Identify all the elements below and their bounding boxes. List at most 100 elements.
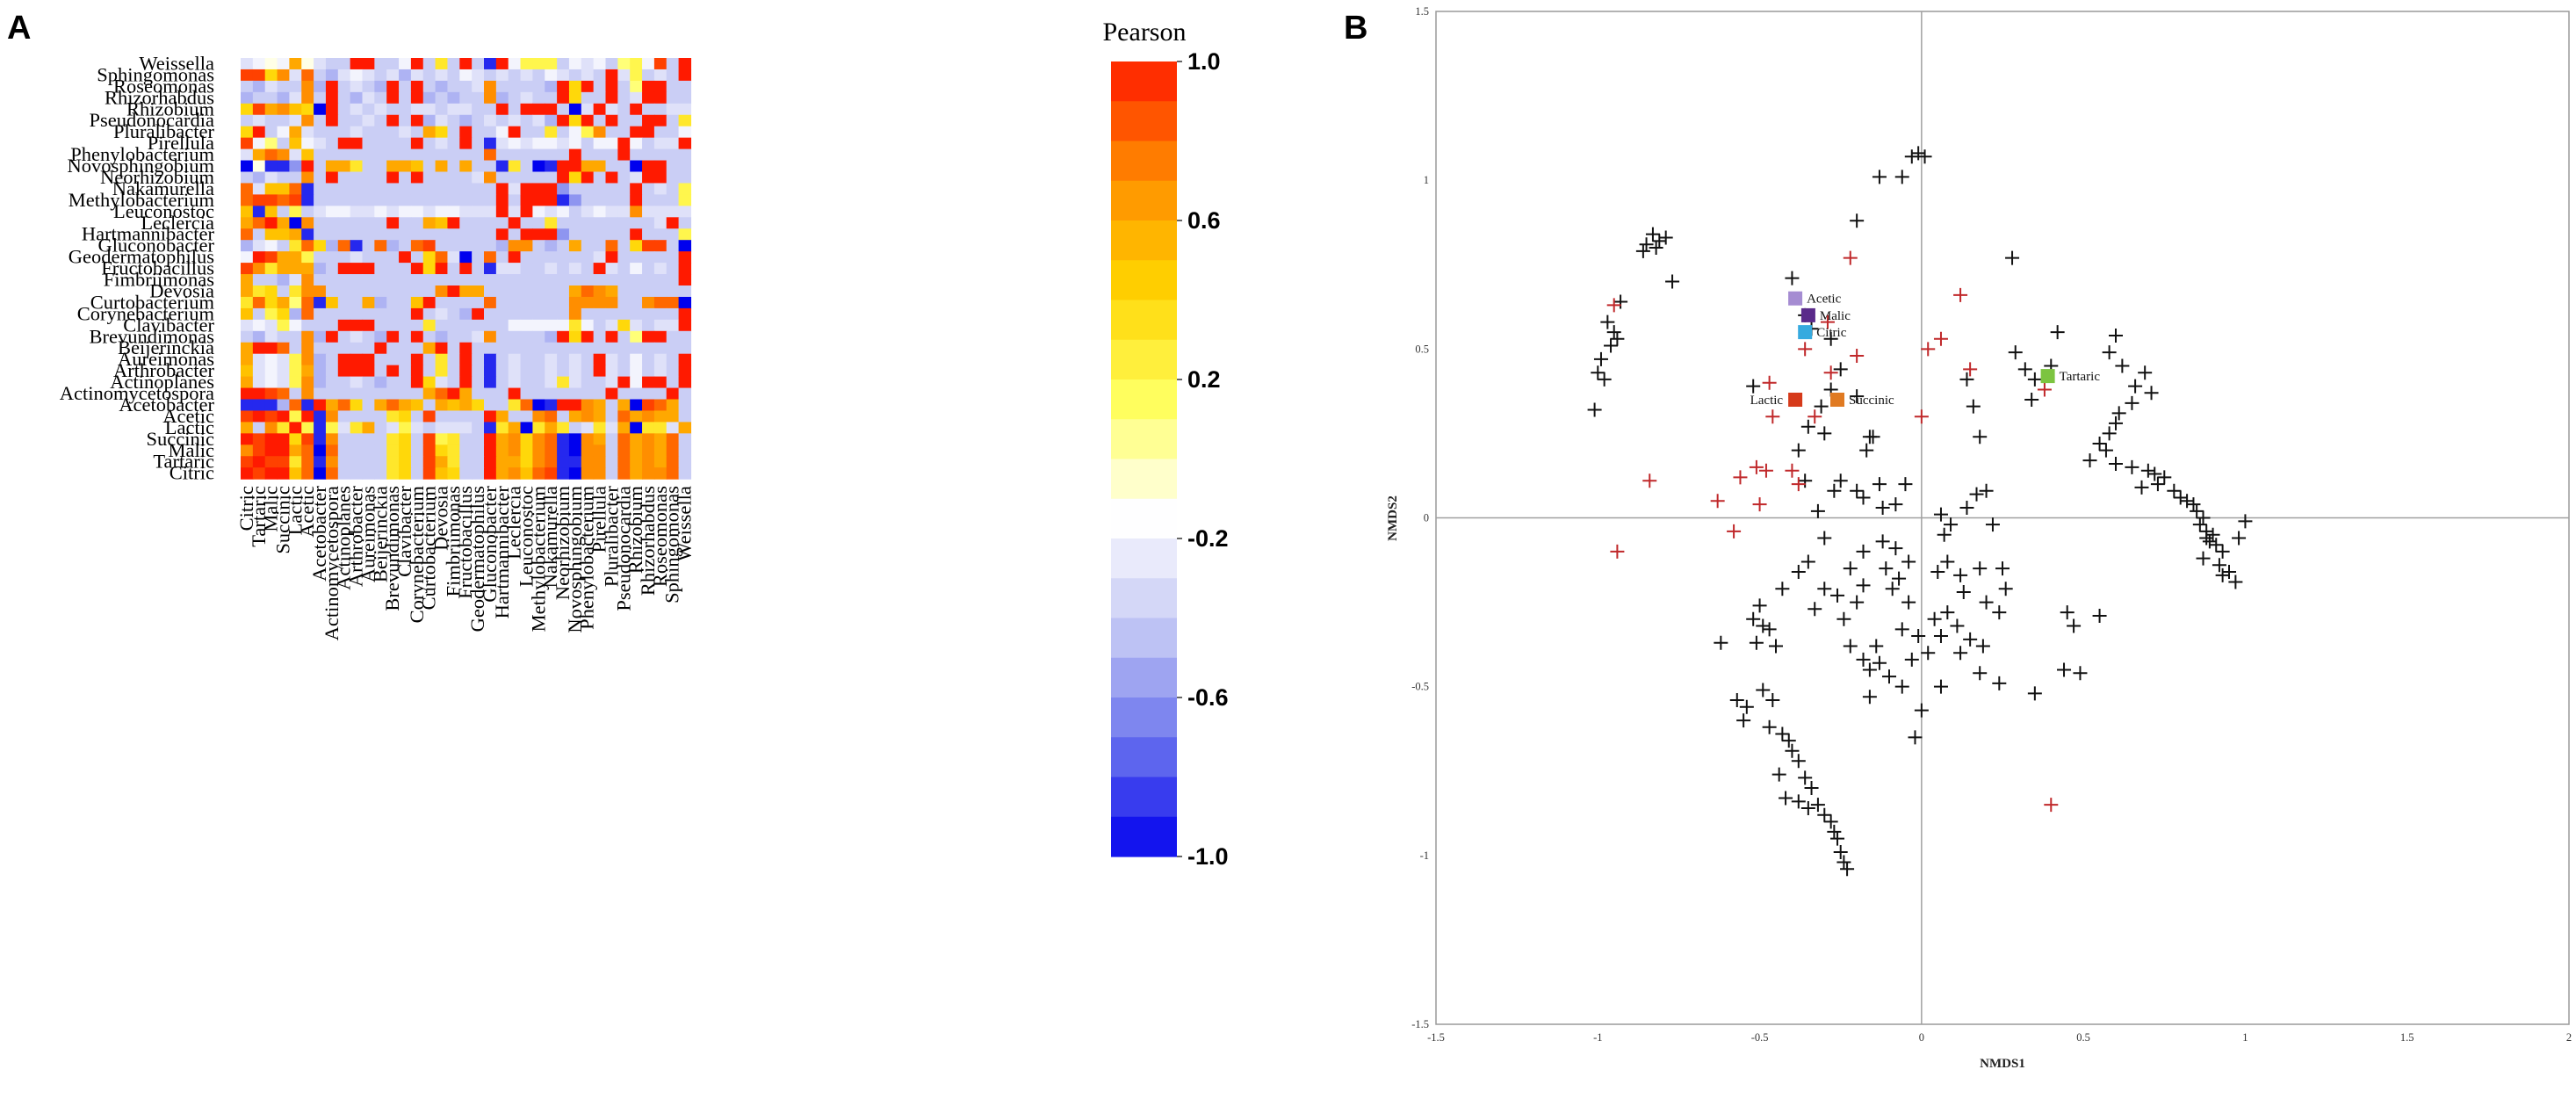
heatmap-cell-succinic-actinomycetospora — [325, 433, 339, 445]
heatmap-cell-brevundimonas-actinomycetospora — [325, 330, 339, 343]
heatmap-cell-actinoplanes-neorhizobium — [557, 376, 570, 389]
heatmap-cell-rhizobium-nakamurella — [545, 103, 558, 116]
heatmap-cell-actinomycetospora-succinic — [277, 387, 290, 401]
heatmap-cell-novosphingobium-acetic — [301, 160, 314, 173]
heatmap-cell-actinoplanes-brevundimonas — [386, 376, 400, 389]
heatmap-cell-arthrobacter-curtobacterium — [422, 365, 437, 378]
heatmap-cell-rhizorhabdus-acetobacter — [314, 91, 327, 105]
heatmap-cell-sphingomonas-geodermatophilus — [472, 69, 485, 82]
heatmap-cell-sphingomonas-sphingomonas — [666, 69, 680, 82]
heatmap-cell-acetobacter-geodermatophilus — [472, 399, 485, 412]
heatmap-cell-neorhizobium-geodermatophilus — [472, 171, 485, 184]
heatmap-cell-brevundimonas-geodermatophilus — [472, 330, 485, 343]
column-label: Beijerinckia — [369, 486, 391, 582]
heatmap-cell-malic-curtobacterium — [422, 444, 437, 457]
heatmap-cell-novosphingobium-leuconostoc — [520, 160, 533, 173]
heatmap-cell-hartmannibacter-nakamurella — [545, 228, 558, 241]
heatmap-cell-hartmannibacter-pluralibacter — [605, 228, 618, 241]
heatmap-cell-gluconobacter-beijerinckia — [374, 240, 387, 252]
heatmap-cell-novosphingobium-nakamurella — [545, 160, 558, 173]
heatmap-cell-rhizorhabdus-beijerinckia — [374, 91, 387, 105]
heatmap-cell-nakamurella-neorhizobium — [557, 183, 570, 195]
heatmap-cell-pirellula-corynebacterium — [410, 137, 424, 150]
heatmap-cell-leuconostoc-fimbriimonas — [447, 206, 460, 218]
heatmap-cell-weissella-actinomycetospora — [325, 58, 339, 70]
heatmap-cell-nakamurella-tartaric — [252, 183, 266, 195]
heatmap-cell-roseomonas-fructobacillus — [459, 80, 473, 93]
heatmap-cell-roseomonas-acetic — [301, 80, 314, 93]
heatmap-cell-corynebacterium-nakamurella — [545, 307, 558, 321]
heatmap-cell-sphingomonas-roseomonas — [653, 69, 667, 82]
heatmap-cell-weissella-curtobacterium — [422, 58, 437, 70]
scatter-point — [1785, 743, 1800, 758]
heatmap-cell-sphingomonas-curtobacterium — [422, 69, 437, 82]
heatmap-cell-clavibacter-acetic — [301, 319, 314, 332]
heatmap-cell-actinoplanes-arthrobacter — [350, 376, 364, 389]
heatmap-cell-aureimonas-gluconobacter — [484, 353, 497, 366]
heatmap-cell-phenylobacterium-leclercia — [508, 148, 522, 162]
heatmap-cell-succinic-roseomonas — [653, 433, 667, 445]
heatmap-cell-geodermatophilus-geodermatophilus — [472, 251, 485, 264]
scatter-point — [1800, 419, 1815, 434]
heatmap-cell-beijerinckia-beijerinckia — [374, 342, 387, 355]
heatmap-cell-actinoplanes-citric — [241, 376, 254, 389]
heatmap-cell-phenylobacterium-devosia — [435, 148, 449, 162]
marker-succinic — [1830, 393, 1844, 407]
heatmap-cell-leuconostoc-lactic — [289, 206, 302, 218]
heatmap-cell-curtobacterium-brevundimonas — [386, 296, 400, 309]
heatmap-cell-roseomonas-pluralibacter — [605, 80, 618, 93]
heatmap-cell-brevundimonas-beijerinckia — [374, 330, 387, 343]
heatmap-cell-actinoplanes-rhizorhabdus — [642, 376, 655, 389]
heatmap-cell-pluralibacter-rhizobium — [630, 126, 643, 139]
heatmap-cell-lactic-aureimonas — [362, 422, 375, 434]
heatmap-cell-acetobacter-succinic — [277, 399, 290, 412]
heatmap-cell-methylobacterium-aureimonas — [362, 194, 375, 206]
row-label: Devosia — [149, 280, 214, 302]
heatmap-cell-beijerinckia-acetobacter — [314, 342, 327, 355]
heatmap-cell-nakamurella-fructobacillus — [459, 183, 473, 195]
heatmap-cell-fructobacillus-actinoplanes — [337, 263, 351, 275]
heatmap-cell-pluralibacter-lactic — [289, 126, 302, 139]
heatmap-cell-pseudonocardia-acetic — [301, 114, 314, 127]
heatmap-cell-curtobacterium-fimbriimonas — [447, 296, 460, 309]
heatmap-cell-lactic-nakamurella — [545, 422, 558, 434]
heatmap-cell-brevundimonas-weissella — [678, 330, 692, 343]
heatmap-cell-fimbriimonas-neorhizobium — [557, 274, 570, 286]
column-label: Phenylobacterium — [576, 486, 598, 630]
heatmap-cell-beijerinckia-devosia — [435, 342, 449, 355]
heatmap-cell-neorhizobium-brevundimonas — [386, 171, 400, 184]
row-label: Nakamurella — [112, 177, 214, 199]
heatmap-cell-phenylobacterium-roseomonas — [653, 148, 667, 162]
heatmap-cell-acetobacter-corynebacterium — [410, 399, 424, 412]
heatmap-cell-corynebacterium-gluconobacter — [484, 307, 497, 321]
heatmap-cell-leuconostoc-pseudonocardia — [617, 206, 631, 218]
heatmap-cell-succinic-corynebacterium — [410, 433, 424, 445]
scatter-point — [1820, 314, 1835, 329]
heatmap-cell-phenylobacterium-hartmannibacter — [495, 148, 509, 162]
heatmap-cell-clavibacter-acetobacter — [314, 319, 327, 332]
heatmap-cell-methylobacterium-actinomycetospora — [325, 194, 339, 206]
heatmap-cell-citric-sphingomonas — [666, 467, 680, 480]
heatmap-cell-brevundimonas-actinoplanes — [337, 330, 351, 343]
heatmap-cell-leclercia-sphingomonas — [666, 217, 680, 229]
heatmap-cell-leclercia-aureimonas — [362, 217, 375, 229]
heatmap-cell-tartaric-geodermatophilus — [472, 456, 485, 468]
heatmap-cell-geodermatophilus-novosphingobium — [568, 251, 582, 264]
heatmap-cell-clavibacter-clavibacter — [399, 319, 412, 332]
heatmap-cell-roseomonas-leclercia — [508, 80, 522, 93]
row-label: Acetobacter — [119, 394, 214, 416]
heatmap-cell-tartaric-clavibacter — [399, 456, 412, 468]
x-tick-label: 2 — [2566, 1031, 2572, 1044]
scatter-point — [1639, 237, 1654, 252]
heatmap-cell-brevundimonas-pluralibacter — [605, 330, 618, 343]
scatter-point — [1817, 531, 1832, 546]
row-label: Succinic — [147, 428, 214, 450]
heatmap-cell-nakamurella-roseomonas — [653, 183, 667, 195]
heatmap-cell-rhizorhabdus-brevundimonas — [386, 91, 400, 105]
scatter-point — [1901, 554, 1916, 569]
heatmap-cell-novosphingobium-aureimonas — [362, 160, 375, 173]
row-label: Lactic — [165, 416, 214, 438]
heatmap-cell-curtobacterium-phenylobacterium — [581, 296, 595, 309]
heatmap-cell-pirellula-acetic — [301, 137, 314, 150]
heatmap-cell-devosia-methylobacterium — [532, 285, 545, 298]
